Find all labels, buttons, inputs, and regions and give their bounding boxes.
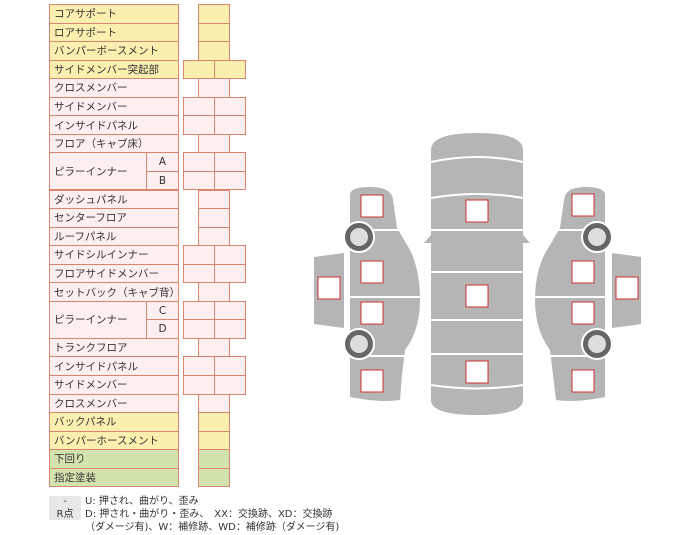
car-right-side — [535, 187, 605, 401]
rating-cell[interactable] — [214, 319, 246, 339]
car-left-side — [350, 187, 420, 401]
damage-marker[interactable] — [360, 260, 384, 284]
legend-item: - U: 押され、曲がり、歪み — [49, 492, 199, 507]
wheels — [343, 221, 613, 360]
row-sub-label: C — [146, 300, 179, 321]
row-label: センターフロア — [49, 208, 179, 228]
legend-text: D: 押され・曲がり・歪み、 XX：交換跡、XD：交換跡 — [85, 509, 333, 520]
row-label: サイドシルインナー — [49, 245, 179, 265]
damage-marker[interactable] — [571, 193, 595, 217]
car-top-view — [424, 133, 530, 415]
rating-cell[interactable] — [214, 59, 246, 80]
row-label: バンパーボースメント — [49, 41, 179, 61]
damage-marker[interactable] — [465, 284, 489, 308]
damage-marker[interactable] — [571, 369, 595, 393]
row-sub-label: A — [146, 152, 179, 172]
row-label: フロア（キャブ床） — [49, 133, 179, 154]
damage-marker[interactable] — [571, 260, 595, 284]
rating-cell[interactable] — [214, 375, 246, 395]
row-label: フロアサイドメンバー — [49, 263, 179, 284]
legend-key: R点 — [49, 505, 81, 520]
damage-marker[interactable] — [360, 301, 384, 325]
row-label: インサイドパネル — [49, 115, 179, 135]
row-label: サイドメンバー突起部 — [49, 59, 179, 80]
row-label: ピラーインナー — [49, 152, 147, 191]
damage-marker[interactable] — [571, 301, 595, 325]
damage-marker[interactable] — [360, 194, 384, 218]
damage-marker[interactable] — [465, 199, 489, 223]
damage-marker[interactable] — [360, 369, 384, 393]
damage-marker[interactable] — [317, 276, 341, 300]
legend-text: U: 押され、曲がり、歪み — [85, 496, 199, 507]
legend-item: R点 D: 押され・曲がり・歪み、 XX：交換跡、XD：交換跡 — [49, 505, 333, 520]
legend-key: - — [49, 496, 81, 507]
legend-item: （ダメージ有)、W：補修跡、WD：補修跡（ダメージ有) — [49, 518, 339, 533]
row-label: バンパーホースメント — [49, 430, 179, 451]
row-label: 指定塗装 — [49, 467, 179, 488]
row-label: クロスメンバー — [49, 78, 179, 98]
row-label: サイドメンバー — [49, 96, 179, 117]
rating-cell[interactable] — [198, 467, 230, 488]
damage-marker[interactable] — [615, 276, 639, 300]
row-label: バックパネル — [49, 412, 179, 432]
row-label: クロスメンバー — [49, 393, 179, 414]
damage-marker[interactable] — [465, 360, 489, 384]
rating-cell[interactable] — [214, 170, 246, 191]
legend-text: （ダメージ有)、W：補修跡、WD：補修跡（ダメージ有) — [85, 522, 340, 533]
rating-cell[interactable] — [214, 263, 246, 284]
rating-cell[interactable] — [214, 115, 246, 135]
row-label: ピラーインナー — [49, 300, 147, 339]
